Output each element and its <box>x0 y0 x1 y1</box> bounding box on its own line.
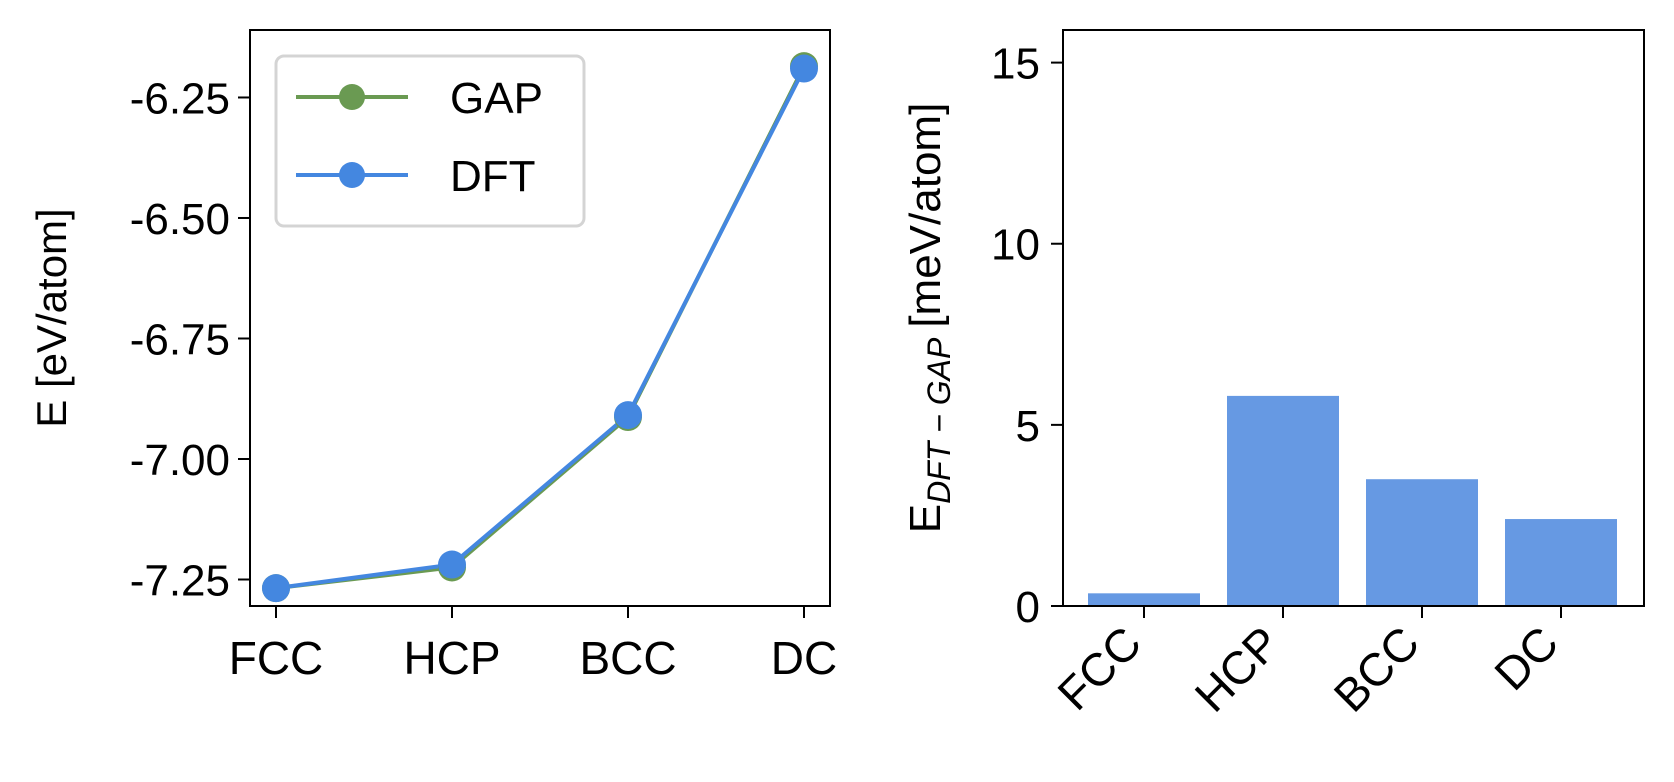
right-y-label-unit: [meV/atom] <box>901 103 950 328</box>
data-point-dft <box>262 574 290 603</box>
right-y-tick-label: 5 <box>1016 402 1040 451</box>
data-point-dft <box>790 54 818 83</box>
bar-hcp <box>1227 395 1339 606</box>
series-line-dft <box>275 67 806 591</box>
right-y-tick-label: 15 <box>991 40 1040 89</box>
left-x-tick-label: HCP <box>403 632 500 684</box>
right-y-axis-label: EDFT − GAP [meV/atom] <box>901 103 957 534</box>
right-bars <box>1088 395 1617 606</box>
right-y-label-subscript: DFT − GAP <box>921 337 957 504</box>
left-y-tick-label: -6.50 <box>130 195 230 244</box>
right-plot-frame <box>1062 29 1645 607</box>
bar-bcc <box>1366 479 1478 606</box>
left-y-axis-label: E [eV/atom] <box>28 208 75 427</box>
left-y-tick-label: -7.25 <box>130 556 230 605</box>
legend: GAP DFT <box>274 54 586 228</box>
left-x-tick-label: FCC <box>229 632 324 684</box>
left-y-tick-label: -7.00 <box>130 436 230 485</box>
left-y-tick-label: -6.75 <box>130 315 230 364</box>
left-series-lines <box>275 65 806 591</box>
energy-difference-bar-chart: FCC HCP BCC DC 0 5 10 15 EDFT − GAP [meV/atom] <box>901 29 1645 722</box>
left-plot-frame <box>249 29 831 607</box>
legend-gap-marker <box>339 84 365 110</box>
right-x-tick-label: FCC <box>1047 616 1151 720</box>
left-axis-ticks: FCC HCP BCC DC -7.25 -7.00 -6.75 -6.50 -6.25 <box>130 74 838 684</box>
right-x-tick-label: DC <box>1484 616 1568 700</box>
right-x-tick-label: BCC <box>1324 616 1429 721</box>
legend-gap-label: GAP <box>450 74 543 123</box>
right-y-tick-label: 0 <box>1016 583 1040 632</box>
right-plot-area <box>1063 30 1644 606</box>
bar-fcc <box>1088 593 1200 606</box>
right-y-tick-label: 10 <box>991 221 1040 270</box>
legend-entry-gap: GAP <box>296 74 543 123</box>
data-point-dft <box>614 401 642 430</box>
bar-dc <box>1505 519 1617 606</box>
left-y-tick-label: -6.25 <box>130 74 230 123</box>
data-point-dft <box>438 550 466 579</box>
right-y-label-main: E <box>901 504 950 533</box>
left-x-tick-label: BCC <box>579 632 676 684</box>
energy-line-chart: FCC HCP BCC DC -7.25 -7.00 -6.75 -6.50 -6.25 E [… <box>28 29 838 684</box>
legend-dft-marker <box>339 162 365 188</box>
left-series-points <box>262 52 818 603</box>
legend-dft-label: DFT <box>450 152 536 201</box>
left-x-tick-label: DC <box>771 632 837 684</box>
right-x-tick-label: HCP <box>1185 616 1290 721</box>
legend-entry-dft: DFT <box>296 152 536 201</box>
